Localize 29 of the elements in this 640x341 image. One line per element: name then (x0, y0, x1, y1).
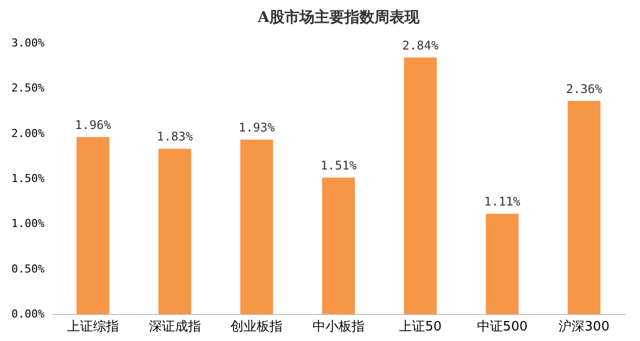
y-tick-label: 2.50% (11, 82, 45, 95)
y-tick-label: 1.50% (11, 172, 45, 185)
x-tick-label: 上证综指 (66, 320, 119, 334)
data-label: 1.11% (484, 194, 522, 209)
x-tick-label: 上证50 (399, 320, 442, 334)
data-label: 1.51% (320, 158, 358, 173)
bar (240, 140, 274, 314)
x-tick-label: 沪深300 (558, 318, 610, 334)
y-tick-label: 3.00% (11, 36, 45, 50)
bar (568, 100, 600, 314)
x-tick-label: 创业板指 (230, 320, 283, 334)
data-label: 2.36% (566, 82, 603, 96)
data-label: 1.93% (238, 120, 276, 135)
bar (76, 136, 110, 314)
y-tick-label: 0.00% (11, 308, 45, 320)
y-tick-label: 2.00% (11, 126, 45, 140)
y-tick-label: 0.50% (11, 262, 45, 276)
chart-title: A股市场主要指数周表现 (256, 8, 420, 26)
x-tick-label: 深证成指 (148, 320, 201, 334)
x-tick-label: 中小板指 (312, 320, 364, 334)
x-tick-label: 中证500 (476, 320, 528, 334)
y-tick-label: 1.00% (11, 217, 45, 230)
bar (486, 214, 519, 314)
bar (158, 148, 192, 314)
data-label: 1.83% (156, 130, 194, 144)
data-label: 1.96% (74, 118, 112, 132)
bar (322, 178, 355, 314)
bar (404, 57, 437, 314)
data-label: 2.84% (402, 38, 440, 52)
